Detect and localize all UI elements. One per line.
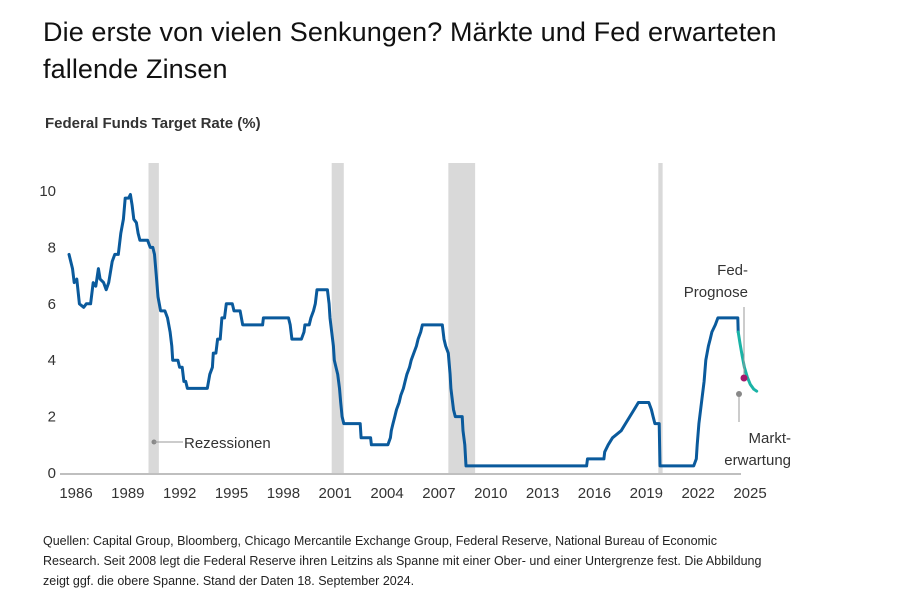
recession-annotation-label: Rezessionen (184, 435, 271, 452)
x-axis-ticks: 1986 1989 1992 1995 1998 2001 2004 2007 2010 2013… (59, 485, 766, 502)
market-expectation-label-line2: erwartung (724, 452, 791, 469)
fed-projection-marker (740, 374, 748, 382)
fed-projection-label-line2: Prognose (684, 284, 748, 301)
y-tick-label: 4 (48, 352, 56, 369)
y-tick-label: 2 (48, 409, 56, 426)
series-lines (67, 193, 759, 468)
x-tick-label: 2001 (319, 485, 352, 502)
x-tick-label: 2019 (630, 485, 663, 502)
annotations: Rezessionen Fed- Prognose Markt-erwartung (151, 262, 792, 469)
x-tick-label: 1992 (163, 485, 196, 502)
recession-band (658, 163, 663, 473)
x-tick-label: 2004 (370, 485, 403, 502)
source-note: Quellen: Capital Group, Bloomberg, Chica… (43, 534, 762, 588)
y-tick-label: 0 (48, 465, 56, 482)
chart-title: Die erste von vielen Senkungen? Märkte u… (43, 17, 777, 84)
market-expectation-marker (736, 391, 742, 397)
x-tick-label: 2016 (578, 485, 611, 502)
x-tick-label: 2013 (526, 485, 559, 502)
market-expectation-line (736, 330, 759, 393)
x-tick-label: 1998 (267, 485, 300, 502)
recession-band (148, 163, 159, 473)
recession-band (331, 163, 344, 473)
x-tick-label: 2010 (474, 485, 507, 502)
y-axis-title: Federal Funds Target Rate (%) (45, 115, 261, 132)
historical-rate-line (67, 193, 740, 468)
x-tick-label: 1989 (111, 485, 144, 502)
line-chart: 0 2 4 6 8 10 1986 1989 1992 1995 1998 2001 2004 2007… (39, 163, 792, 502)
fed-projection-label-line1: Fed- (717, 262, 748, 279)
x-tick-label: 1995 (215, 485, 248, 502)
y-tick-label: 6 (48, 296, 56, 313)
x-tick-label: 1986 (59, 485, 92, 502)
y-axis-ticks: 0 2 4 6 8 10 (39, 183, 56, 482)
y-tick-label: 8 (48, 239, 56, 256)
recession-bands (148, 163, 663, 473)
y-tick-label: 10 (39, 183, 56, 200)
x-tick-label: 2022 (681, 485, 714, 502)
x-tick-label: 2025 (733, 485, 766, 502)
market-expectation-label-line1: Markt- (749, 430, 792, 447)
x-tick-label: 2007 (422, 485, 455, 502)
